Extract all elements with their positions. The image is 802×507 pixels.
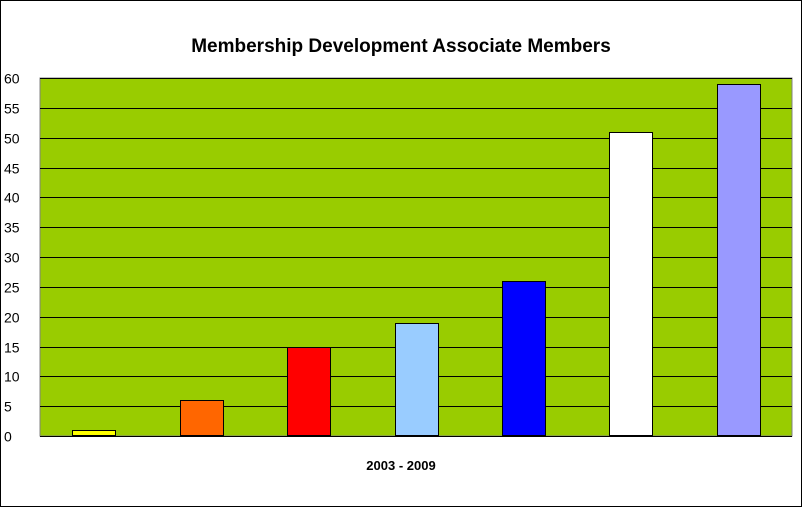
- bar: [287, 347, 331, 436]
- y-tick-label: 45: [4, 161, 20, 177]
- y-tick-label: 0: [4, 429, 12, 445]
- y-tick-label: 40: [4, 190, 20, 206]
- y-tick-label: 35: [4, 220, 20, 236]
- y-tick-label: 55: [4, 101, 20, 117]
- bar: [395, 323, 439, 436]
- y-tick-label: 30: [4, 250, 20, 266]
- bar: [72, 430, 116, 436]
- y-tick-label: 5: [4, 399, 12, 415]
- bar: [609, 132, 653, 436]
- bar: [502, 281, 546, 436]
- y-tick-label: 60: [4, 71, 20, 87]
- y-tick-label: 50: [4, 131, 20, 147]
- x-axis-label: 2003 - 2009: [366, 458, 436, 473]
- bar: [180, 400, 224, 436]
- y-tick-label: 20: [4, 310, 20, 326]
- y-tick-label: 10: [4, 369, 20, 385]
- bar: [717, 84, 761, 436]
- y-tick-label: 25: [4, 280, 20, 296]
- chart-title: Membership Development Associate Members: [191, 36, 611, 57]
- y-tick-label: 15: [4, 340, 20, 356]
